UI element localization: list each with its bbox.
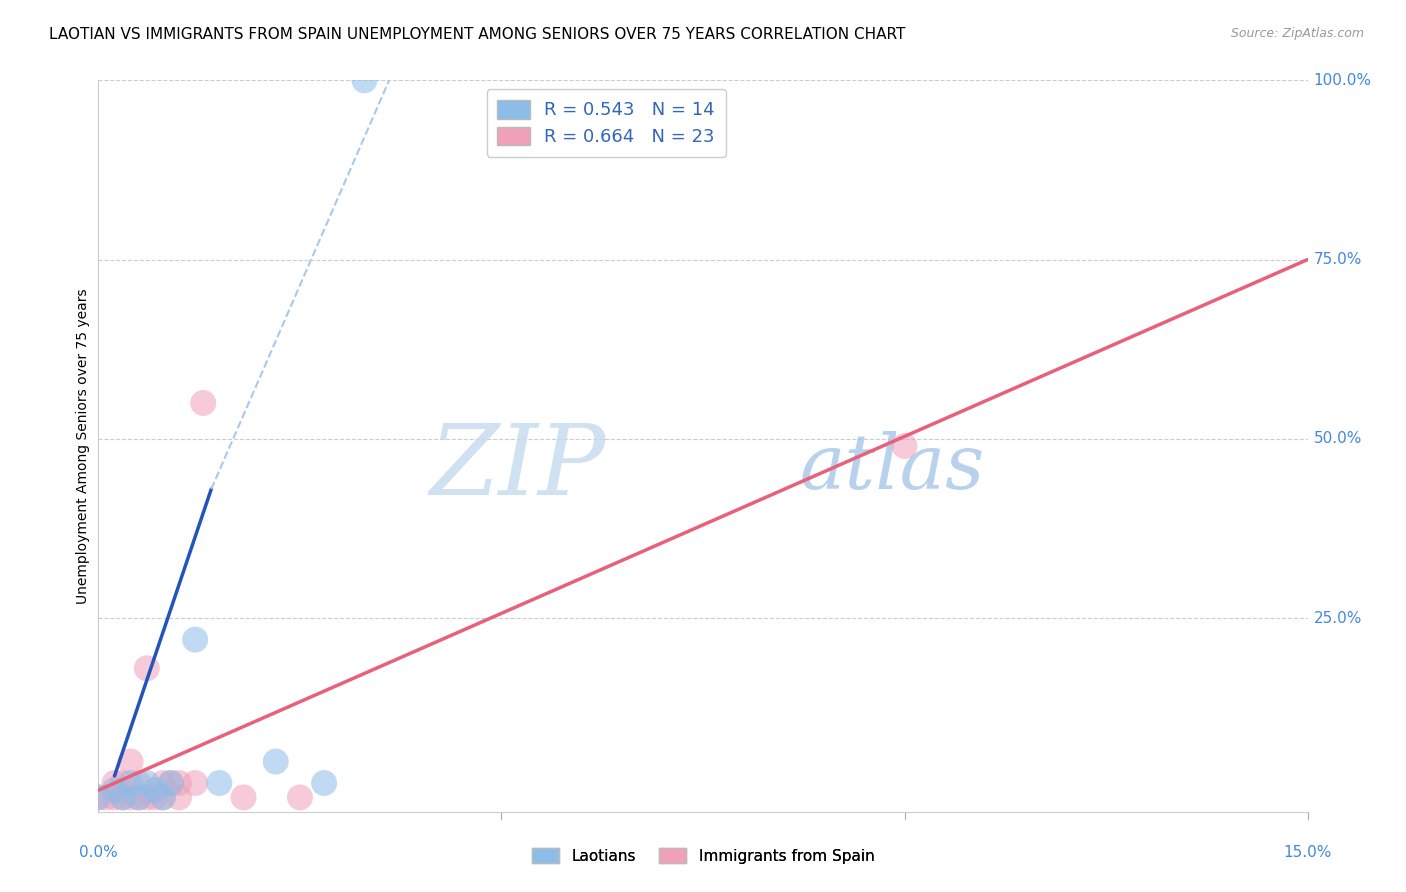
- Point: [208, 776, 231, 790]
- Point: [103, 790, 125, 805]
- Point: [120, 790, 142, 805]
- Point: [353, 73, 375, 87]
- Point: [135, 790, 157, 805]
- Point: [128, 776, 150, 790]
- Point: [184, 776, 207, 790]
- Point: [167, 790, 190, 805]
- Point: [167, 776, 190, 790]
- Legend: Laotians, Immigrants from Spain: Laotians, Immigrants from Spain: [526, 842, 880, 870]
- Text: 100.0%: 100.0%: [1313, 73, 1372, 87]
- Point: [264, 755, 287, 769]
- Text: 50.0%: 50.0%: [1313, 432, 1362, 446]
- Point: [893, 439, 915, 453]
- Y-axis label: Unemployment Among Seniors over 75 years: Unemployment Among Seniors over 75 years: [76, 288, 90, 604]
- Point: [288, 790, 311, 805]
- Point: [152, 776, 174, 790]
- Point: [232, 790, 254, 805]
- Point: [135, 661, 157, 675]
- Point: [103, 776, 125, 790]
- Text: ZIP: ZIP: [430, 420, 606, 516]
- Text: LAOTIAN VS IMMIGRANTS FROM SPAIN UNEMPLOYMENT AMONG SENIORS OVER 75 YEARS CORREL: LAOTIAN VS IMMIGRANTS FROM SPAIN UNEMPLO…: [49, 27, 905, 42]
- Point: [135, 776, 157, 790]
- Point: [111, 776, 134, 790]
- Point: [96, 790, 118, 805]
- Text: Source: ZipAtlas.com: Source: ZipAtlas.com: [1230, 27, 1364, 40]
- Point: [120, 755, 142, 769]
- Point: [111, 790, 134, 805]
- Text: atlas: atlas: [800, 431, 986, 505]
- Point: [87, 790, 110, 805]
- Point: [87, 790, 110, 805]
- Point: [120, 776, 142, 790]
- Point: [128, 790, 150, 805]
- Point: [111, 790, 134, 805]
- Text: 0.0%: 0.0%: [79, 845, 118, 860]
- Text: 75.0%: 75.0%: [1313, 252, 1362, 267]
- Point: [152, 790, 174, 805]
- Point: [128, 790, 150, 805]
- Text: 15.0%: 15.0%: [1284, 845, 1331, 860]
- Point: [184, 632, 207, 647]
- Point: [103, 783, 125, 797]
- Point: [160, 776, 183, 790]
- Point: [314, 776, 336, 790]
- Point: [152, 790, 174, 805]
- Point: [143, 790, 166, 805]
- Point: [193, 396, 215, 410]
- Text: 25.0%: 25.0%: [1313, 611, 1362, 625]
- Point: [160, 776, 183, 790]
- Point: [143, 783, 166, 797]
